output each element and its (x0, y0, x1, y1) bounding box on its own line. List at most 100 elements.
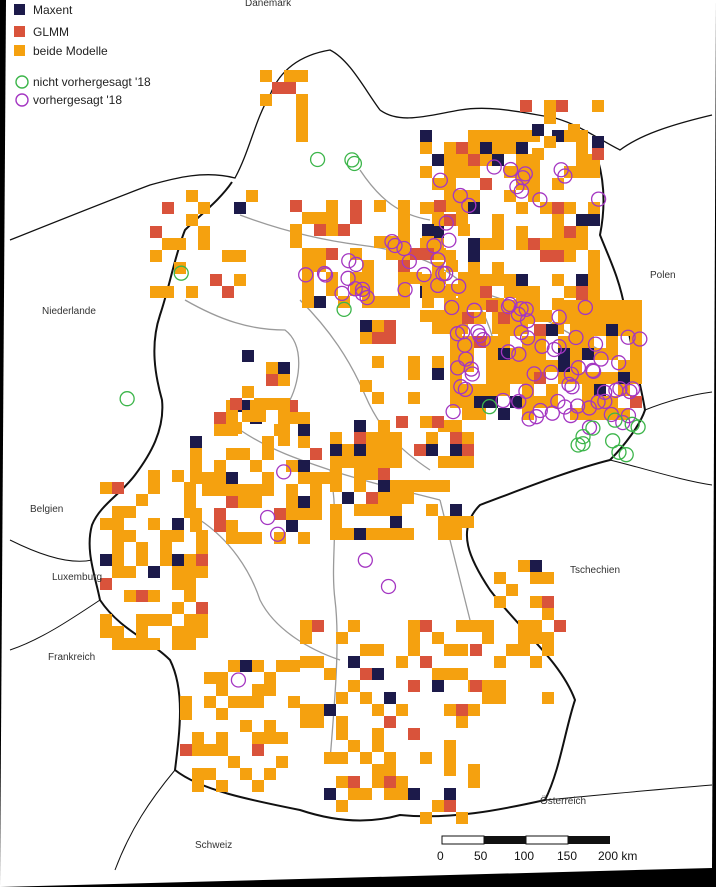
prediction-cell (498, 324, 510, 336)
observation-circle (624, 381, 641, 397)
prediction-cell (348, 656, 360, 668)
observation-circle (551, 309, 567, 325)
prediction-cell (324, 752, 336, 764)
prediction-cell (192, 732, 204, 744)
observation-circle (517, 166, 533, 182)
prediction-cell (226, 532, 238, 544)
prediction-cell (160, 614, 172, 626)
prediction-cell (330, 516, 342, 528)
prediction-cell (302, 272, 314, 284)
prediction-cell (204, 696, 216, 708)
observation-circle (526, 366, 542, 382)
scale-segment-2 (484, 836, 526, 844)
prediction-cell (296, 130, 308, 142)
scale-tick-50: 50 (474, 849, 488, 863)
prediction-cell (210, 274, 222, 286)
prediction-cell (426, 504, 438, 516)
prediction-cell (148, 482, 160, 494)
prediction-cell (196, 614, 208, 626)
observation-circle (298, 267, 314, 283)
prediction-cell (336, 728, 348, 740)
prediction-cell (184, 638, 196, 650)
prediction-cell (250, 484, 262, 496)
prediction-cell (408, 632, 420, 644)
prediction-cell (342, 456, 354, 468)
prediction-cell (196, 602, 208, 614)
prediction-cell (594, 324, 606, 336)
prediction-cell (552, 178, 564, 190)
prediction-cell (288, 696, 300, 708)
scale-tick-150: 150 (557, 849, 577, 863)
prediction-cell (468, 298, 480, 310)
prediction-cell (492, 238, 504, 250)
observation-circle (437, 265, 454, 282)
prediction-cell (544, 136, 556, 148)
prediction-cell (414, 480, 426, 492)
prediction-cell (216, 732, 228, 744)
prediction-cell (462, 456, 474, 468)
prediction-cell (468, 274, 480, 286)
prediction-cell (366, 456, 378, 468)
prediction-cell (336, 776, 348, 788)
prediction-cell (482, 620, 494, 632)
prediction-cell (544, 100, 556, 112)
prediction-cell (254, 398, 266, 410)
prediction-cell (444, 154, 456, 166)
prediction-cell (112, 506, 124, 518)
prediction-cell (504, 130, 516, 142)
prediction-cell (510, 324, 522, 336)
prediction-cell (296, 70, 308, 82)
scale-tick-200: 200 km (598, 849, 637, 863)
prediction-cell (516, 154, 528, 166)
prediction-cell (426, 480, 438, 492)
prediction-cell (264, 684, 276, 696)
prediction-cell (444, 740, 456, 752)
prediction-cell (570, 336, 582, 348)
prediction-cell (506, 584, 518, 596)
prediction-cell (350, 272, 362, 284)
prediction-cell (378, 468, 390, 480)
prediction-cell (150, 226, 162, 238)
prediction-cell (494, 692, 506, 704)
prediction-cell (398, 272, 410, 284)
prediction-cell (222, 286, 234, 298)
prediction-cell (238, 532, 250, 544)
prediction-cell (378, 432, 390, 444)
observation-circle (230, 672, 247, 688)
prediction-cell (246, 190, 258, 202)
observation-circle (359, 289, 375, 306)
prediction-cell (324, 788, 336, 800)
prediction-cell (300, 704, 312, 716)
prediction-cell (366, 432, 378, 444)
prediction-cell (444, 752, 456, 764)
prediction-cell (594, 372, 606, 384)
observation-circle (340, 270, 356, 286)
prediction-cell (204, 768, 216, 780)
observation-circle (611, 444, 627, 460)
prediction-cell (310, 484, 322, 496)
prediction-cell (184, 566, 196, 578)
prediction-cell (286, 508, 298, 520)
observation-circle (624, 416, 640, 432)
prediction-cell (456, 704, 468, 716)
observation-circle (543, 364, 559, 381)
prediction-cell (298, 508, 310, 520)
prediction-cell (310, 472, 322, 484)
prediction-cell (570, 348, 582, 360)
observation-circle (587, 336, 604, 352)
prediction-cell (350, 248, 362, 260)
prediction-cell (312, 620, 324, 632)
prediction-cell (314, 248, 326, 260)
observation-circle (481, 399, 498, 415)
prediction-cell (240, 720, 252, 732)
prediction-cell (564, 238, 576, 250)
prediction-cell (362, 272, 374, 284)
prediction-cell (456, 716, 468, 728)
prediction-cell (174, 238, 186, 250)
prediction-cell (556, 100, 568, 112)
prediction-cell (180, 708, 192, 720)
prediction-cell (542, 572, 554, 584)
prediction-cell (594, 384, 606, 396)
prediction-cell (300, 632, 312, 644)
